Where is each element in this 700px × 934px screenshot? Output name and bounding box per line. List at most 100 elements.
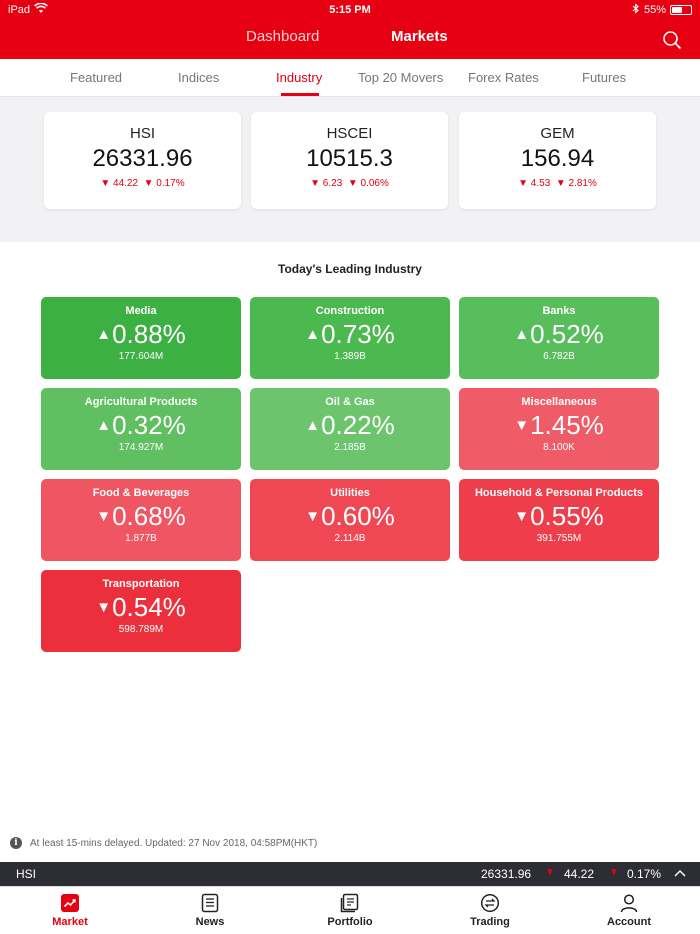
tab-portfolio[interactable]: Portfolio [305,893,395,928]
sub-tab-bar: Featured Indices Industry Top 20 Movers … [0,59,700,97]
industry-percent: 0.52% [530,319,604,349]
tab-trading-label: Trading [470,916,510,928]
active-tab-indicator [281,93,319,96]
index-card-gem[interactable]: GEM 156.94 ▼ 4.53 ▼ 2.81% [459,112,656,209]
industry-turnover: 6.782B [543,351,575,362]
industry-name: Media [125,305,157,317]
industry-percent: 0.54% [112,592,186,622]
index-card-hsi[interactable]: HSI 26331.96 ▼ 44.22 ▼ 0.17% [44,112,241,209]
industry-turnover: 1.389B [334,351,366,362]
portfolio-icon [340,893,359,913]
tab-market-label: Market [52,916,88,928]
index-change-percent: ▼ 0.06% [347,178,389,189]
tab-portfolio-label: Portfolio [327,916,373,928]
industry-tile[interactable]: Agricultural Products ▲0.32% 174.927M [41,388,241,470]
down-arrow-icon: ▼ [514,508,530,525]
index-change: ▼ 6.23 ▼ 0.06% [251,178,448,189]
industry-tile[interactable]: Utilities ▼0.60% 2.114B [250,479,450,561]
industry-percent: 0.68% [112,501,186,531]
industry-percent: 0.22% [321,410,395,440]
index-name: HSCEI [326,125,373,142]
battery-fill [672,7,682,13]
index-value: 156.94 [520,145,595,172]
industry-tile[interactable]: Household & Personal Products ▼0.55% 391… [459,479,659,561]
industry-tile[interactable]: Miscellaneous ▼1.45% 8.100K [459,388,659,470]
index-card-hscei[interactable]: HSCEI 10515.3 ▼ 6.23 ▼ 0.06% [251,112,448,209]
industry-name: Agricultural Products [84,396,198,408]
industry-tile[interactable]: Oil & Gas ▲0.22% 2.185B [250,388,450,470]
index-change-points: ▼ 44.22 [100,178,139,189]
index-value: 10515.3 [306,145,393,172]
index-value: 26331.96 [92,145,193,172]
battery-icon [670,5,692,15]
tab-dashboard[interactable]: Dashboard [246,28,320,45]
tab-top-20-movers[interactable]: Top 20 Movers [358,70,444,85]
section-title: Today's Leading Industry [278,262,422,276]
industry-tile[interactable]: Construction ▲0.73% 1.389B [250,297,450,379]
delay-notice: i At least 15-mins delayed. Updated: 27 … [10,837,317,849]
industry-change: ▼0.55% [459,501,659,532]
index-change-percent: ▼ 0.17% [143,178,185,189]
account-icon [620,894,638,913]
industry-change: ▲0.22% [250,410,450,441]
industry-turnover: 8.100K [543,442,575,453]
industry-change: ▲0.32% [41,410,241,441]
index-change: ▼ 4.53 ▼ 2.81% [459,178,656,189]
ticker-value: 26331.96 [481,867,532,881]
tab-account[interactable]: Account [584,893,674,928]
up-arrow-icon: ▲ [96,417,112,434]
tab-news[interactable]: News [165,893,255,928]
down-arrow-icon: ▼ [305,508,321,525]
ticker-symbol: HSI [16,867,37,881]
tab-account-label: Account [607,916,651,928]
bottom-tab-bar: Market News Portfolio Trading Account [0,886,700,934]
industry-change: ▼1.45% [459,410,659,441]
top-bar: iPad 5:15 PM 55% Dashboard Markets [0,0,700,59]
status-right: 55% [632,3,692,17]
industry-tile[interactable]: Transportation ▼0.54% 598.789M [41,570,241,652]
industry-name: Miscellaneous [521,396,597,408]
index-ticker[interactable]: HSI 26331.96 ▼ 44.22 ▼ 0.17% [0,862,700,886]
info-icon: i [10,837,22,849]
tab-indices[interactable]: Indices [178,70,220,85]
industry-percent: 1.45% [530,410,604,440]
down-arrow-icon: ▼ [96,508,112,525]
tab-market[interactable]: Market [25,893,115,928]
industry-turnover: 1.877B [125,533,157,544]
industry-tile[interactable]: Food & Beverages ▼0.68% 1.877B [41,479,241,561]
delay-text: At least 15-mins delayed. Updated: 27 No… [30,837,318,849]
down-arrow-icon: ▼ [545,867,555,878]
industry-name: Construction [315,305,385,317]
tab-featured[interactable]: Featured [70,70,123,85]
down-arrow-icon: ▼ [514,417,530,434]
up-arrow-icon: ▲ [96,326,112,343]
industry-turnover: 598.789M [118,624,164,635]
industry-tile[interactable]: Media ▲0.88% 177.604M [41,297,241,379]
industry-percent: 0.73% [321,319,395,349]
ticker-change: 44.22 [564,867,595,881]
carrier-label: iPad [8,4,31,16]
industry-percent: 0.60% [321,501,395,531]
down-arrow-icon: ▼ [96,599,112,616]
tab-trading[interactable]: Trading [445,893,535,928]
tab-forex-rates[interactable]: Forex Rates [468,70,539,85]
index-change: ▼ 44.22 ▼ 0.17% [44,178,241,189]
index-name: GEM [540,125,575,142]
tab-industry[interactable]: Industry [276,70,323,85]
industry-turnover: 2.114B [334,533,366,544]
industry-turnover: 174.927M [118,442,164,453]
industry-name: Food & Beverages [92,487,190,499]
down-arrow-icon: ▼ [609,867,619,878]
industry-change: ▼0.68% [41,501,241,532]
up-arrow-icon: ▲ [514,326,530,343]
search-icon[interactable] [662,30,682,50]
wifi-icon [34,2,48,17]
industry-tile[interactable]: Banks ▲0.52% 6.782B [459,297,659,379]
index-name: HSI [129,125,155,142]
tab-markets[interactable]: Markets [391,28,448,45]
tab-news-label: News [195,916,225,928]
tab-futures[interactable]: Futures [582,70,627,85]
index-change-points: ▼ 6.23 [310,178,343,189]
chevron-up-icon[interactable] [674,865,686,880]
trading-icon [480,893,500,913]
